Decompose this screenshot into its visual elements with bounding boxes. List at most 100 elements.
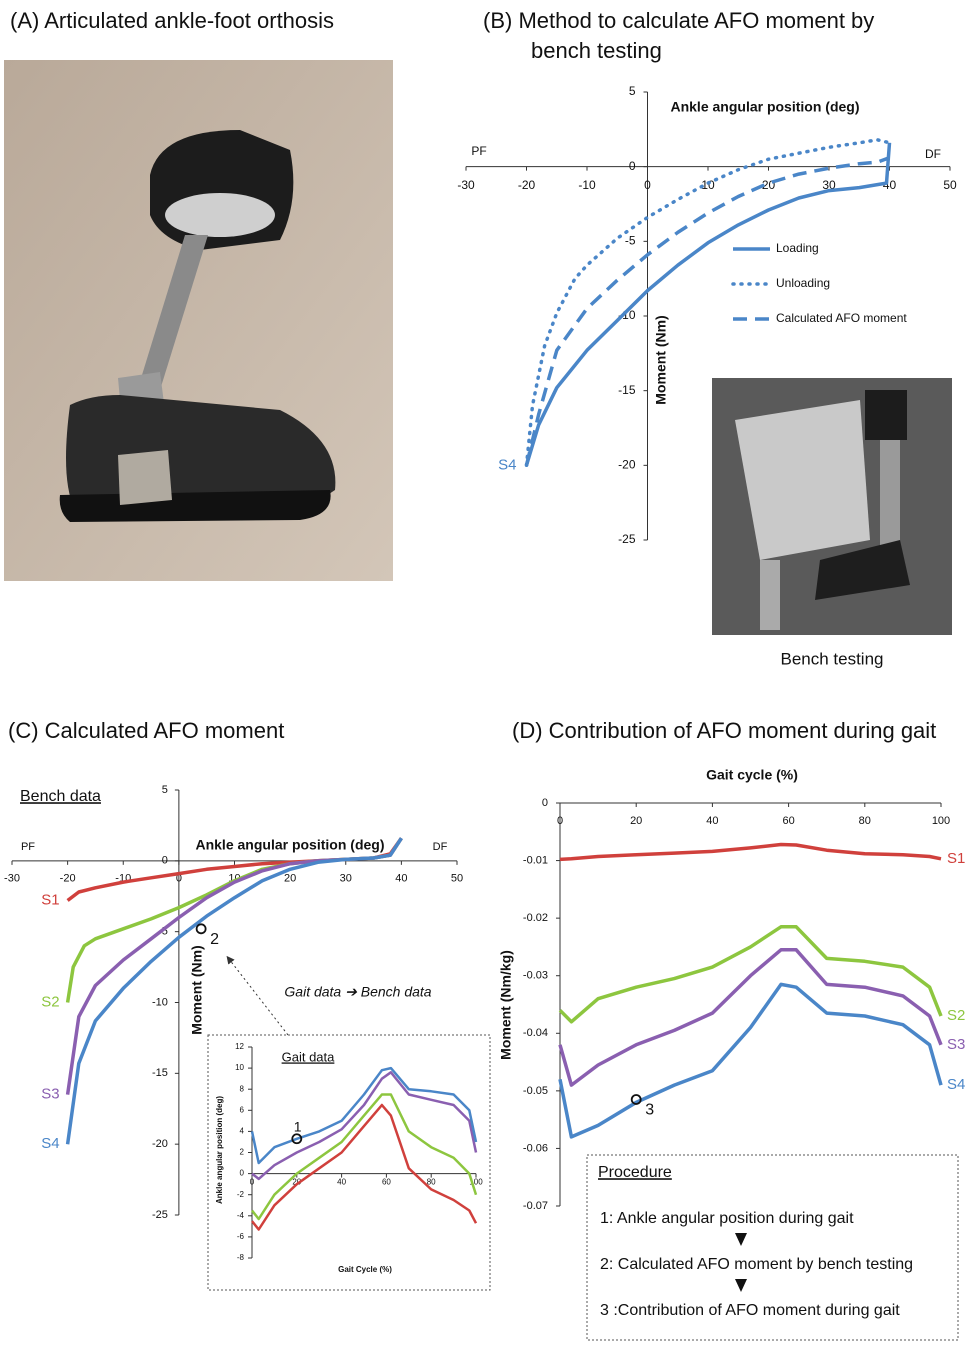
x-axis-label: Ankle angular position (deg)	[195, 837, 384, 853]
photo-orthosis	[4, 60, 393, 581]
y-tick-label: -4	[237, 1211, 245, 1220]
procedure-arrow	[735, 1279, 747, 1292]
y-tick-label: 5	[629, 84, 636, 98]
y-tick-label: -20	[152, 1138, 168, 1150]
y-tick-label: 12	[235, 1042, 244, 1051]
procedure-step: 2: Calculated AFO moment by bench testin…	[600, 1256, 913, 1273]
series-label: S1	[41, 891, 59, 908]
y-axis-label: Moment (Nm/kg)	[498, 950, 514, 1060]
y-tick-label: -0.03	[523, 970, 548, 982]
procedure-arrow	[735, 1233, 747, 1246]
x-tick-label: 0	[250, 1178, 255, 1187]
series-line	[252, 1105, 476, 1230]
marker	[197, 924, 206, 933]
photo-bench	[712, 378, 952, 635]
inset-border	[208, 1035, 490, 1290]
panel-title: (A) Articulated ankle-foot orthosis	[10, 6, 334, 36]
x-axis-label: Gait cycle (%)	[706, 767, 798, 783]
legend-label: Loading	[776, 241, 819, 255]
series-label: S1	[947, 850, 965, 867]
photo-caption: Bench testing	[780, 649, 883, 668]
y-tick-label: 0	[629, 159, 636, 173]
x-tick-label: 0	[644, 178, 651, 192]
x-tick-label: -20	[60, 873, 76, 885]
series-line	[560, 950, 941, 1085]
annotation: Gait data ➔ Bench data	[284, 984, 431, 1000]
series-line	[560, 984, 941, 1137]
x-tick-label: 20	[284, 873, 296, 885]
series-line	[252, 1095, 476, 1220]
x-tick-label: 40	[706, 815, 718, 827]
x-tick-label: 60	[382, 1178, 391, 1187]
y-axis-label: Moment (Nm)	[653, 315, 669, 404]
x-tick-label: 60	[782, 815, 794, 827]
procedure-step: 3 :Contribution of AFO moment during gai…	[600, 1302, 900, 1319]
y-tick-label: -0.01	[523, 854, 548, 866]
y-tick-label: -15	[618, 383, 636, 397]
x-tick-label: 100	[932, 815, 950, 827]
legend-label: Unloading	[776, 276, 830, 290]
figure: Bench testing Ankle angular position (de…	[0, 0, 970, 1345]
series-label: S4	[498, 456, 516, 473]
x-tick-label: 40	[395, 873, 407, 885]
y-tick-label: 4	[240, 1127, 245, 1136]
y-tick-label: -10	[152, 996, 168, 1008]
x-axis-label: Gait Cycle (%)	[338, 1265, 392, 1274]
y-tick-label: -8	[237, 1253, 245, 1262]
x-tick-label: -30	[457, 178, 475, 192]
y-tick-label: -0.05	[523, 1085, 548, 1097]
series-line	[560, 845, 941, 860]
marker-label: 1	[294, 1118, 302, 1134]
x-tick-label: 50	[451, 873, 463, 885]
panel-title: (D) Contribution of AFO moment during ga…	[512, 716, 936, 746]
panel-title: (B) Method to calculate AFO moment by be…	[483, 6, 903, 66]
x-tick-label: 0	[557, 815, 563, 827]
y-tick-label: 10	[235, 1063, 244, 1072]
y-tick-label: -20	[618, 458, 636, 472]
x-tick-label: 30	[340, 873, 352, 885]
y-tick-label: 6	[240, 1105, 245, 1114]
y-axis-label: Moment (Nm)	[189, 945, 205, 1034]
y-tick-label: 5	[162, 784, 168, 796]
procedure-step: 1: Ankle angular position during gait	[600, 1210, 854, 1227]
x-tick-label: 50	[943, 178, 957, 192]
y-tick-label: -0.06	[523, 1142, 548, 1154]
x-end-label: PF	[21, 841, 35, 853]
procedure-title: Procedure	[598, 1164, 672, 1181]
x-tick-label: 20	[630, 815, 642, 827]
marker-label: 3	[645, 1102, 654, 1119]
y-axis-label: Ankle angular position (deg)	[215, 1096, 224, 1204]
y-tick-label: -0.04	[523, 1027, 548, 1039]
y-tick-label: -6	[237, 1232, 245, 1241]
y-tick-label: -0.07	[523, 1200, 548, 1212]
y-tick-label: 2	[240, 1148, 245, 1157]
x-axis-label: Ankle angular position (deg)	[670, 99, 859, 115]
x-tick-label: 10	[701, 178, 715, 192]
y-tick-label: -25	[618, 532, 636, 546]
arrow	[229, 959, 288, 1035]
panel-title: (C) Calculated AFO moment	[8, 716, 284, 746]
y-tick-label: -25	[152, 1209, 168, 1221]
legend-label: Calculated AFO moment	[776, 311, 907, 325]
series-label: S2	[41, 993, 59, 1010]
y-tick-label: 0	[162, 855, 168, 867]
inset-title: Gait data	[282, 1049, 336, 1064]
x-tick-label: 40	[337, 1178, 346, 1187]
series-label: S2	[947, 1007, 965, 1024]
marker-label: 2	[210, 931, 219, 948]
x-tick-label: -10	[578, 178, 596, 192]
series-label: S3	[41, 1086, 59, 1103]
y-tick-label: 8	[240, 1084, 245, 1093]
y-tick-label: 0	[542, 797, 548, 809]
x-end-label: DF	[433, 841, 448, 853]
series-label: S4	[41, 1135, 59, 1152]
x-tick-label: 80	[859, 815, 871, 827]
series-label: S3	[947, 1036, 965, 1053]
data-label: Bench data	[20, 788, 101, 805]
y-tick-label: 0	[240, 1169, 245, 1178]
x-end-label: PF	[471, 144, 486, 158]
x-tick-label: -20	[518, 178, 536, 192]
figure-canvas: Bench testing Ankle angular position (de…	[0, 0, 970, 1345]
y-tick-label: -2	[237, 1190, 245, 1199]
y-tick-label: -0.02	[523, 912, 548, 924]
